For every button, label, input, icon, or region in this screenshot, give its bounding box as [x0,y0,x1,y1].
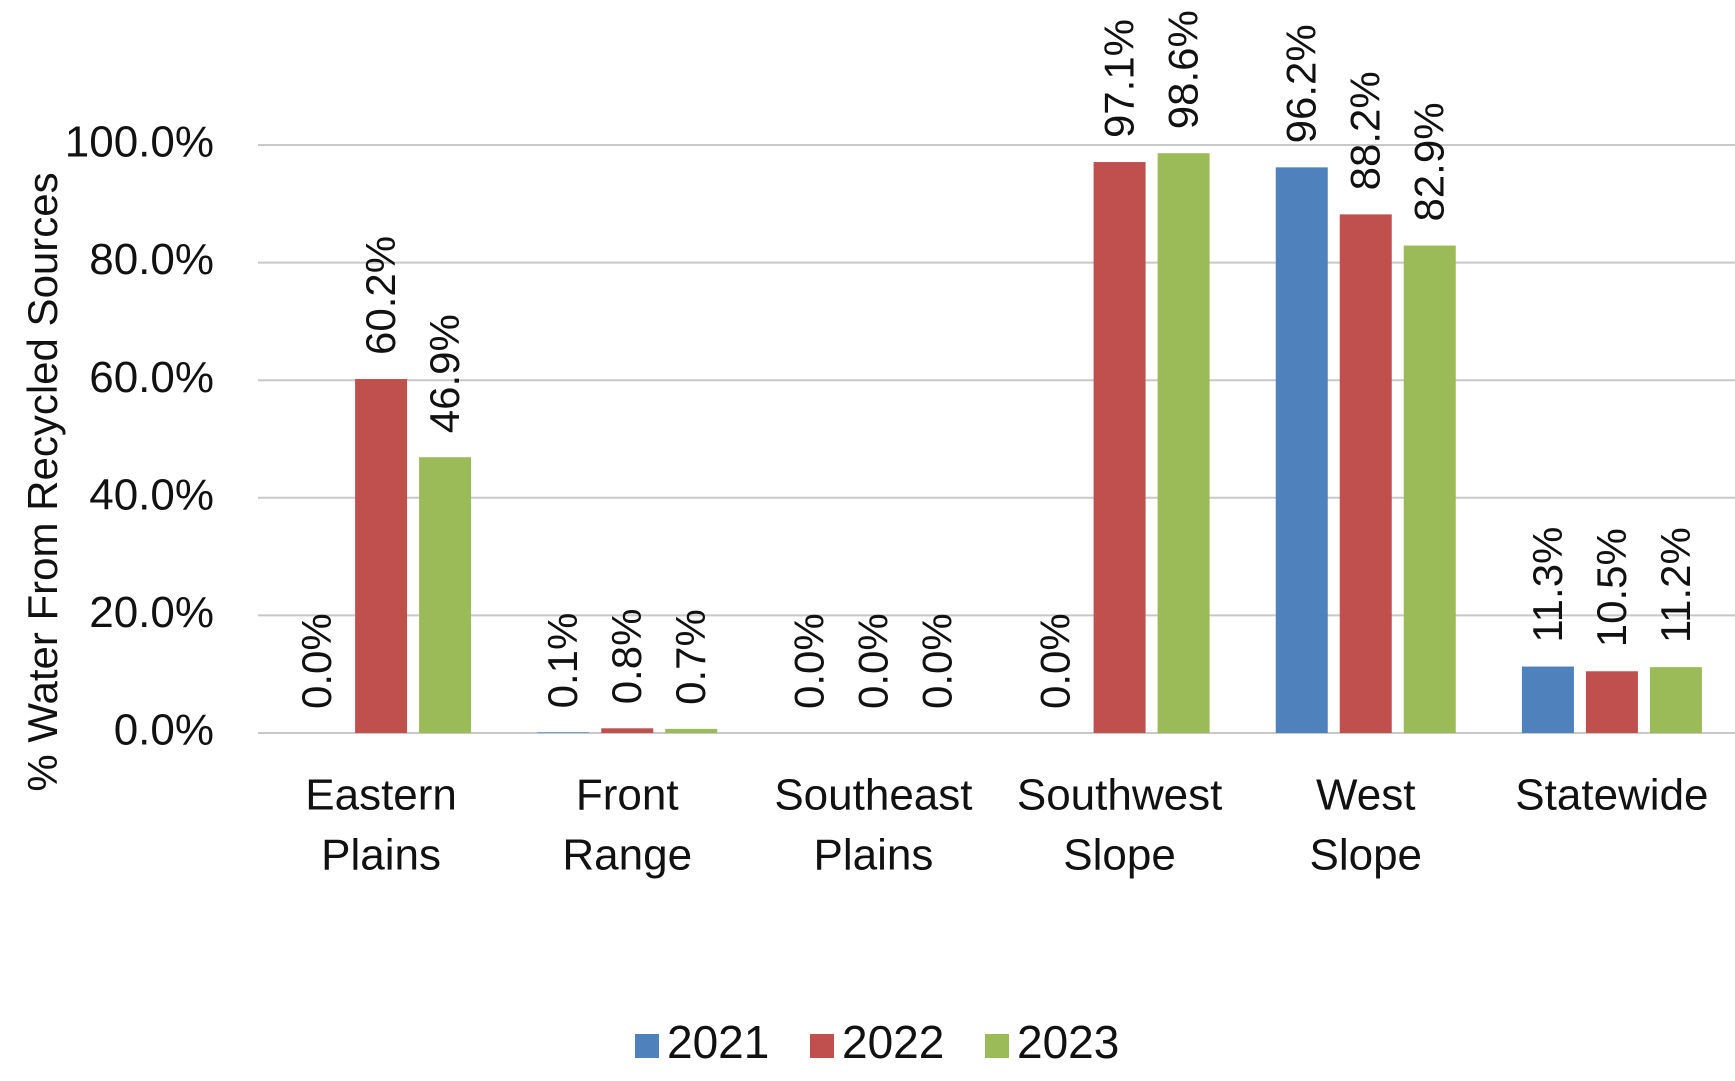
bar-2023 [1649,667,1702,733]
data-label: 0.0% [1032,613,1079,709]
data-label: 0.0% [849,613,896,709]
bar-2023 [1157,153,1210,733]
data-label: 97.1% [1096,19,1143,138]
legend-label: 2022 [842,1016,944,1068]
bar-2022 [1585,671,1638,733]
y-tick-label: 40.0% [89,470,214,519]
bars [355,153,1702,733]
data-label: 10.5% [1588,528,1635,647]
data-label: 0.7% [667,609,714,705]
bar-2023 [1403,245,1456,733]
y-tick-label: 80.0% [89,235,214,284]
x-category-label: Southwest [1017,771,1222,820]
x-category-label: Plains [321,831,441,880]
legend-swatch [635,1034,659,1058]
bar-2021 [1275,167,1328,733]
x-axis-categories: Eastern Plains Front Range Southeast Plains So… [305,771,1708,880]
bar-2023 [665,728,718,733]
x-category-label: Eastern [305,771,457,820]
bar-2023 [419,457,472,733]
data-labels: 0.0% 60.2% 46.9% 0.1% 0.8% 0.7% 0.0% 0.0% 0.0% 0.… [293,10,1699,709]
legend: 2021 2022 2023 [635,1016,1119,1068]
bar-2022 [601,728,654,733]
y-axis-ticks: 0.0% 20.0% 40.0% 60.0% 80.0% 100.0% [65,118,214,755]
gridlines [258,144,1735,734]
x-category-label: Slope [1063,831,1176,880]
y-axis-title: % Water From Recycled Sources [19,172,66,791]
x-category-label: West [1316,771,1415,820]
y-tick-label: 60.0% [89,353,214,402]
data-label: 0.0% [293,613,340,709]
bar-2021 [1521,666,1574,733]
bar-2021 [537,732,590,733]
x-category-label: Southeast [774,771,972,820]
legend-swatch [810,1034,834,1058]
x-category-label: Plains [813,831,933,880]
y-tick-label: 0.0% [114,706,214,755]
legend-label: 2021 [667,1016,769,1068]
data-label: 11.2% [1652,527,1699,643]
bar-2022 [1093,162,1146,733]
data-label: 46.9% [421,314,468,433]
data-label: 82.9% [1406,102,1453,221]
data-label: 88.2% [1342,71,1389,190]
x-category-label: Statewide [1515,771,1708,820]
bar-2022 [355,379,408,733]
data-label: 11.3% [1524,527,1571,643]
legend-label: 2023 [1017,1016,1119,1068]
data-label: 98.6% [1160,10,1207,129]
y-tick-label: 100.0% [65,118,214,167]
x-category-label: Range [562,831,692,880]
x-category-label: Slope [1309,831,1422,880]
bar-2022 [1339,214,1392,733]
data-label: 0.0% [913,613,960,709]
x-category-label: Front [576,771,679,820]
y-tick-label: 20.0% [89,588,214,637]
data-label: 0.1% [539,613,586,709]
legend-swatch [985,1034,1009,1058]
data-label: 96.2% [1278,24,1325,143]
data-label: 0.8% [603,609,650,705]
data-label: 0.0% [785,613,832,709]
data-label: 60.2% [357,236,404,355]
